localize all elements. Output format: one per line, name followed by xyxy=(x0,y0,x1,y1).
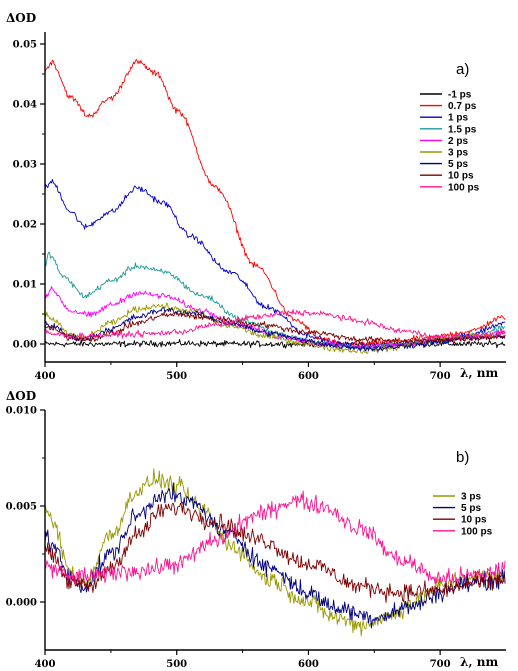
x-tick-label: 500 xyxy=(166,659,187,670)
series-line-100-ps xyxy=(44,309,506,340)
series-line-3-ps xyxy=(44,302,506,354)
series-lines xyxy=(44,468,506,637)
x-tick-label: 600 xyxy=(298,371,319,382)
chart-panel-b: 0.000 0.005 0.010 400 500 600 700 ΔOD λ, nm b) 3 p… xyxy=(6,389,506,670)
legend-label: 100 ps xyxy=(461,526,493,537)
legend-label: 1.5 ps xyxy=(448,124,477,135)
y-tick-label: 0.04 xyxy=(13,100,37,111)
x-tick-label: 700 xyxy=(430,371,451,382)
y-tick-label: 0.03 xyxy=(13,160,37,171)
series-lines xyxy=(44,58,506,354)
chart-panel-a: 0.00 0.01 0.02 0.03 0.04 0.05 400 500 600 700 ΔOD λ… xyxy=(6,11,506,382)
y-tick-label: 0.05 xyxy=(13,40,37,51)
legend-label: 0.7 ps xyxy=(448,101,477,112)
series-line-3-ps xyxy=(44,468,506,637)
legend-label: 5 ps xyxy=(448,159,468,170)
x-tick-label: 400 xyxy=(35,659,56,670)
panel-label: b) xyxy=(456,449,469,466)
series-line--1-ps xyxy=(44,339,506,349)
y-tick-label: 0.005 xyxy=(6,502,37,513)
y-tick-label: 0.010 xyxy=(6,406,37,417)
legend-label: 2 ps xyxy=(448,136,468,147)
y-tick-label: 0.00 xyxy=(13,340,37,351)
panel-label: a) xyxy=(456,61,469,78)
series-line-0-7-ps xyxy=(44,58,506,347)
x-axis-label: λ, nm xyxy=(460,366,498,380)
y-tick-label: 0.01 xyxy=(13,280,37,291)
y-axis-label: ΔOD xyxy=(6,389,36,403)
y-axis-label: ΔOD xyxy=(6,11,36,25)
legend-label: 100 ps xyxy=(448,182,480,193)
legend-label: 3 ps xyxy=(448,148,468,159)
legend-label: 5 ps xyxy=(461,503,481,514)
y-tick-label: 0.000 xyxy=(6,598,37,609)
legend-label: 3 ps xyxy=(461,492,481,503)
legend-label: 1 ps xyxy=(448,113,468,124)
legend-label: 10 ps xyxy=(448,171,474,182)
x-tick-label: 500 xyxy=(166,371,187,382)
series-line-5-ps xyxy=(44,307,506,352)
series-line-100-ps xyxy=(44,490,506,586)
x-tick-label: 600 xyxy=(298,659,319,670)
x-tick-label: 400 xyxy=(35,371,56,382)
legend-label: -1 ps xyxy=(448,90,472,101)
x-tick-label: 700 xyxy=(430,659,451,670)
legend-label: 10 ps xyxy=(461,515,487,526)
x-axis-label: λ, nm xyxy=(460,655,498,669)
series-line-1-ps xyxy=(44,178,506,351)
y-tick-label: 0.02 xyxy=(13,220,37,231)
series-line-10-ps xyxy=(44,501,506,603)
